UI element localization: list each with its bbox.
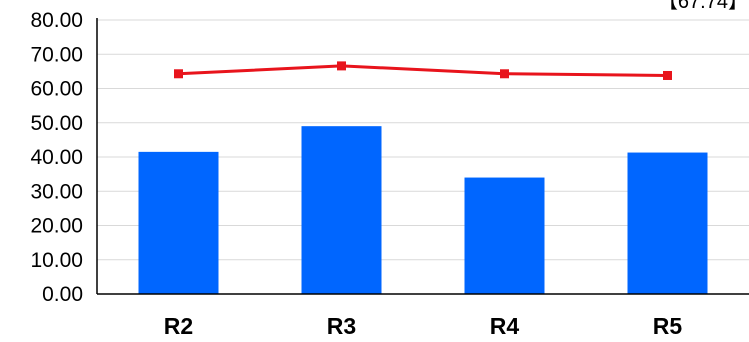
y-tick-label: 50.00 [30, 112, 83, 135]
bar [301, 126, 382, 294]
line-marker [174, 69, 183, 79]
y-tick-labels: 0.00 10.00 20.00 30.00 40.00 50.00 60.00 70.00 8… [30, 9, 83, 306]
y-tick-label: 70.00 [30, 43, 83, 66]
x-tick-label: R3 [327, 313, 356, 339]
series-line [178, 64, 668, 77]
line-marker [337, 61, 346, 71]
line-marker [663, 70, 672, 80]
bar [138, 151, 219, 294]
y-tick-label: 10.00 [30, 249, 83, 272]
x-tick-label: R5 [653, 313, 683, 339]
y-tick-label: 80.00 [30, 9, 83, 32]
x-tick-labels: R2 R3 R4 R5 [164, 313, 683, 339]
line-series [174, 61, 672, 80]
x-tick-label: R4 [490, 313, 520, 339]
y-tick-label: 40.00 [30, 146, 83, 169]
x-tick-label: R2 [164, 313, 193, 339]
y-tick-label: 0.00 [42, 283, 83, 306]
y-tick-label: 30.00 [30, 180, 83, 203]
bar-series [138, 126, 708, 294]
y-tick-label: 20.00 [30, 215, 83, 238]
y-tick-label: 60.00 [30, 78, 83, 101]
bar [464, 177, 545, 294]
axes [96, 18, 749, 295]
bar [627, 152, 708, 294]
line-marker [500, 69, 509, 79]
reference-value-label: 【67.74】 [658, 0, 748, 13]
